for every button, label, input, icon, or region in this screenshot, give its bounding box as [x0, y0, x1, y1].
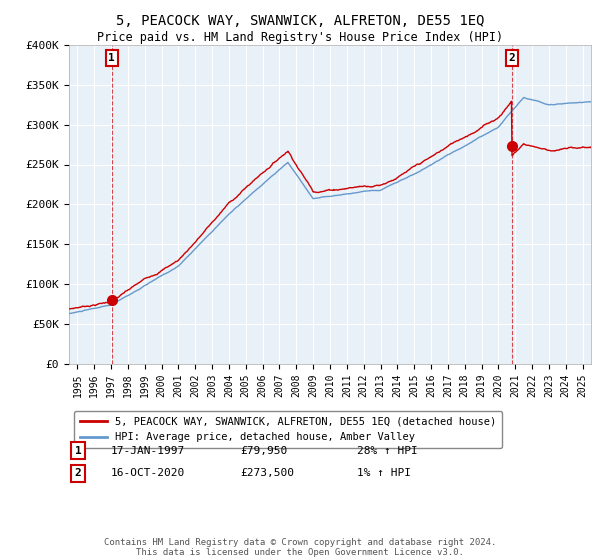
- Text: £79,950: £79,950: [240, 446, 287, 456]
- Text: 16-OCT-2020: 16-OCT-2020: [111, 468, 185, 478]
- Text: 17-JAN-1997: 17-JAN-1997: [111, 446, 185, 456]
- Text: £273,500: £273,500: [240, 468, 294, 478]
- Text: 1: 1: [74, 446, 82, 456]
- Legend: 5, PEACOCK WAY, SWANWICK, ALFRETON, DE55 1EQ (detached house), HPI: Average pric: 5, PEACOCK WAY, SWANWICK, ALFRETON, DE55…: [74, 410, 502, 449]
- Text: 1: 1: [109, 53, 115, 63]
- Text: 2: 2: [508, 53, 515, 63]
- Text: 2: 2: [74, 468, 82, 478]
- Text: Contains HM Land Registry data © Crown copyright and database right 2024.
This d: Contains HM Land Registry data © Crown c…: [104, 538, 496, 557]
- Text: 1% ↑ HPI: 1% ↑ HPI: [357, 468, 411, 478]
- Text: 5, PEACOCK WAY, SWANWICK, ALFRETON, DE55 1EQ: 5, PEACOCK WAY, SWANWICK, ALFRETON, DE55…: [116, 14, 484, 28]
- Text: 28% ↑ HPI: 28% ↑ HPI: [357, 446, 418, 456]
- Text: Price paid vs. HM Land Registry's House Price Index (HPI): Price paid vs. HM Land Registry's House …: [97, 31, 503, 44]
